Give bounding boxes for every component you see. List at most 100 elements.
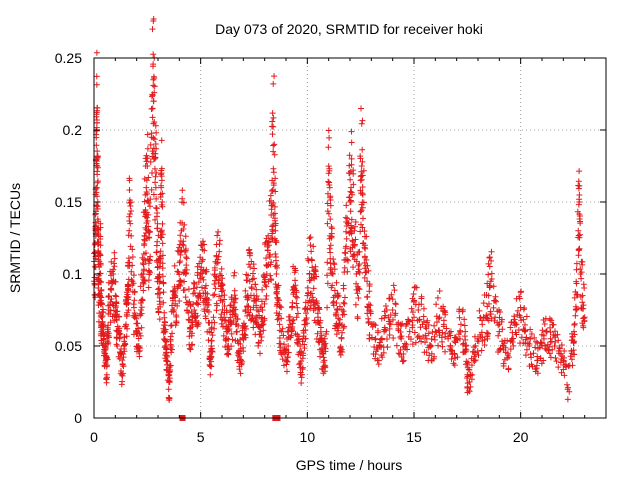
data-point xyxy=(291,285,298,292)
data-point xyxy=(240,335,247,342)
data-point xyxy=(399,358,406,365)
data-point xyxy=(127,220,134,227)
data-point xyxy=(376,343,383,349)
data-point xyxy=(441,307,448,314)
data-point xyxy=(300,350,307,357)
data-point xyxy=(575,178,582,185)
data-point xyxy=(445,335,452,342)
data-point xyxy=(487,311,494,318)
data-point xyxy=(528,354,535,361)
data-point xyxy=(484,331,491,338)
data-point xyxy=(114,323,121,330)
data-point xyxy=(146,228,153,235)
data-point xyxy=(128,207,135,214)
data-point xyxy=(420,318,427,325)
data-point xyxy=(328,223,335,230)
data-point xyxy=(523,313,530,320)
data-point xyxy=(327,249,334,256)
data-point xyxy=(94,205,101,212)
data-point xyxy=(406,328,413,335)
data-point xyxy=(150,51,157,58)
data-point xyxy=(287,321,294,328)
data-point xyxy=(201,285,208,292)
data-point xyxy=(110,307,117,314)
data-point xyxy=(167,343,174,349)
data-point xyxy=(134,320,141,327)
data-point xyxy=(176,298,183,305)
data-point xyxy=(575,252,582,259)
data-point xyxy=(321,357,328,364)
data-point xyxy=(470,357,477,364)
data-point xyxy=(422,339,429,346)
data-point xyxy=(272,188,279,195)
data-point xyxy=(249,270,256,277)
data-point xyxy=(549,321,556,328)
data-point xyxy=(169,330,176,337)
data-point xyxy=(337,351,344,358)
data-point xyxy=(138,304,145,311)
data-point xyxy=(577,271,584,277)
data-point xyxy=(189,314,196,321)
data-point xyxy=(285,349,292,356)
data-point xyxy=(344,268,351,275)
data-point xyxy=(283,357,289,364)
data-point xyxy=(275,282,282,289)
data-point xyxy=(172,300,179,307)
data-point xyxy=(231,310,238,317)
data-point xyxy=(433,319,440,326)
data-point xyxy=(98,286,105,293)
data-point xyxy=(361,228,368,235)
data-point xyxy=(160,280,167,287)
data-point xyxy=(306,235,313,242)
data-point xyxy=(190,301,197,308)
data-point xyxy=(358,105,365,112)
data-point xyxy=(95,256,102,263)
data-point xyxy=(144,155,151,162)
data-point xyxy=(307,234,314,241)
data-point xyxy=(178,227,185,234)
data-point xyxy=(124,299,131,306)
data-point xyxy=(153,169,160,176)
data-point xyxy=(521,328,528,335)
data-point xyxy=(293,300,300,307)
data-point xyxy=(571,328,577,335)
data-point xyxy=(200,276,207,283)
data-point xyxy=(360,199,367,206)
data-point xyxy=(159,240,166,247)
data-point xyxy=(261,300,268,307)
data-point xyxy=(257,328,264,335)
data-point xyxy=(534,357,541,364)
data-point xyxy=(202,313,209,320)
data-point xyxy=(114,308,121,315)
data-point xyxy=(185,286,192,293)
data-point xyxy=(105,339,112,346)
data-point xyxy=(210,314,217,321)
data-point xyxy=(98,314,105,321)
data-point xyxy=(551,343,558,349)
data-point xyxy=(479,321,486,328)
data-point xyxy=(546,343,553,350)
data-point xyxy=(295,335,302,342)
data-point xyxy=(372,351,379,358)
data-point xyxy=(91,281,98,288)
data-point xyxy=(352,301,359,308)
data-point xyxy=(180,242,187,249)
data-point xyxy=(160,289,167,296)
data-point xyxy=(411,298,418,305)
data-point xyxy=(576,199,583,205)
data-point xyxy=(431,353,438,360)
data-point xyxy=(271,73,278,80)
data-point xyxy=(156,294,163,301)
data-point xyxy=(181,286,188,293)
data-point xyxy=(270,169,277,176)
data-point xyxy=(199,238,206,245)
data-point xyxy=(237,370,244,377)
data-point xyxy=(500,363,507,370)
data-point xyxy=(263,283,270,290)
data-point xyxy=(193,299,200,306)
data-point xyxy=(348,184,355,191)
y-axis-label: SRMTID / TECUs xyxy=(7,183,23,293)
data-point xyxy=(578,275,585,282)
data-point xyxy=(270,123,277,130)
data-point xyxy=(182,271,189,277)
